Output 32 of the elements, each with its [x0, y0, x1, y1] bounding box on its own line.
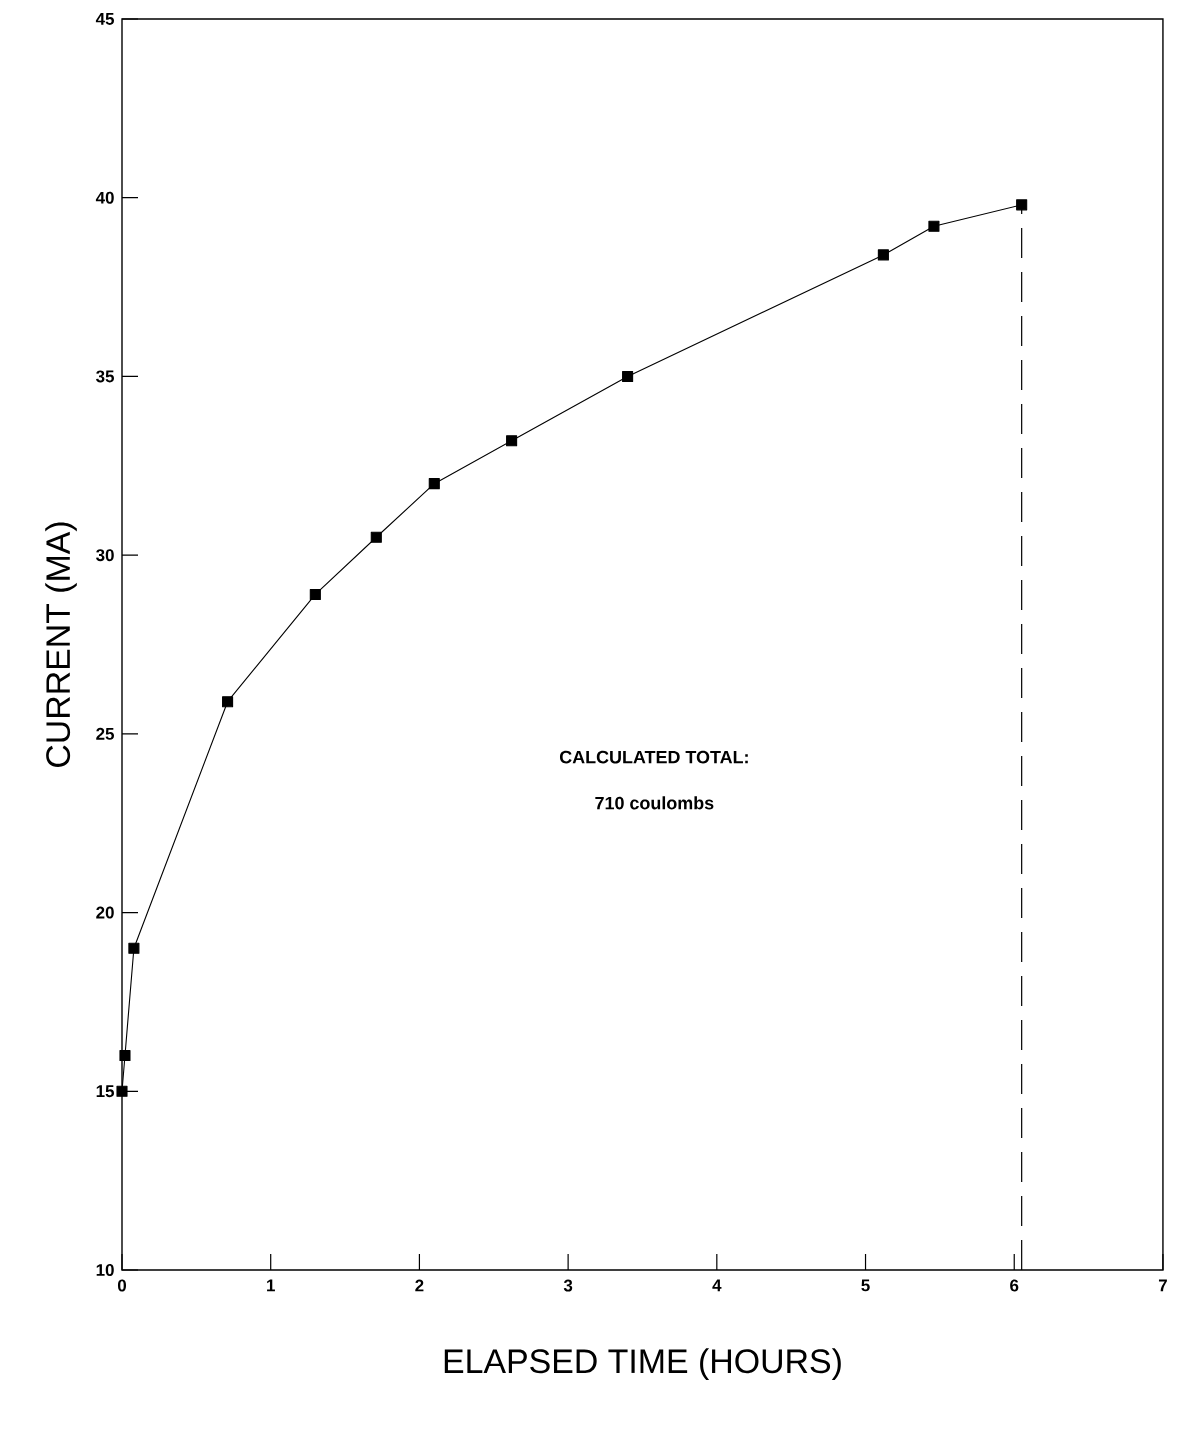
y-tick-label: 30 — [96, 549, 114, 562]
point — [428, 478, 440, 490]
x-tick-label: 0 — [117, 1279, 127, 1292]
point — [309, 588, 321, 601]
point — [1016, 199, 1028, 211]
y-tick-label: 40 — [95, 191, 114, 204]
point — [370, 531, 382, 543]
x-tick-label: 4 — [712, 1279, 722, 1292]
annotation: CALCULATED TOTAL: — [559, 750, 748, 764]
point — [506, 435, 518, 447]
point — [119, 1049, 131, 1062]
x-tick-label: 3 — [563, 1279, 573, 1292]
y-tick-label: 20 — [96, 906, 114, 919]
point — [622, 370, 634, 382]
point — [928, 220, 940, 232]
y-tick-label: 45 — [95, 13, 115, 25]
point — [128, 942, 140, 954]
x-tick-label: 7 — [1158, 1279, 1167, 1292]
x-tick-label: 2 — [415, 1279, 424, 1292]
point — [116, 1085, 128, 1097]
x-tick-label: 6 — [1010, 1279, 1019, 1292]
point — [222, 696, 234, 708]
y-tick-label: 35 — [96, 370, 115, 383]
x-axis-title: ELAPSED TIME (HOURS) — [444, 1348, 841, 1380]
y-axis-title: CURRENT (MA) — [45, 522, 77, 767]
x-tick-label: 5 — [861, 1279, 870, 1292]
x-tick-label: 1 — [267, 1279, 275, 1292]
y-tick-label: 10 — [96, 1264, 114, 1276]
y-tick-label: 15 — [96, 1085, 115, 1098]
annotation: 710 coulombs — [595, 796, 714, 810]
y-tick-label: 25 — [96, 727, 115, 740]
point — [877, 249, 889, 261]
